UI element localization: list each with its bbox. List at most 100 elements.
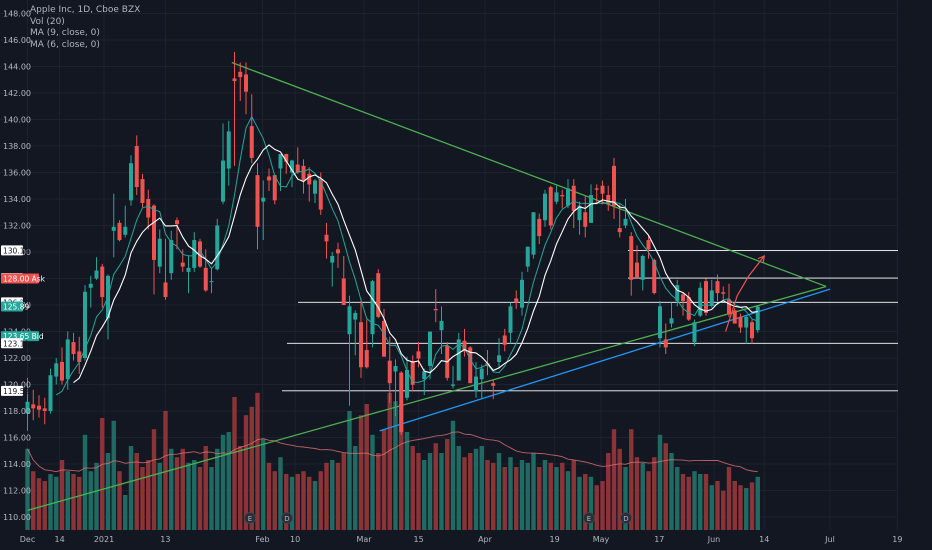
volume-bar: [59, 460, 65, 530]
volume-bar: [255, 392, 260, 530]
volume-bar: [151, 429, 157, 530]
x-tick-label: Jul: [824, 535, 835, 544]
volume-bar: [663, 443, 668, 530]
y-tick-label: 142.00: [3, 89, 31, 98]
candle-body: [232, 78, 237, 82]
candle-body: [65, 339, 70, 380]
volume-bar: [703, 474, 709, 530]
volume-bar: [54, 476, 59, 530]
candle-body: [387, 360, 392, 384]
time-axis[interactable]: Dec 14 2021 13 Feb 10 Mar 15 Apr 19 May 17 Jun 14 Jul 1…: [0, 530, 932, 550]
trendline-support[interactable]: [379, 288, 831, 432]
volume-bar: [157, 462, 162, 530]
volume-bar: [82, 434, 88, 530]
volume-bar: [640, 462, 645, 530]
candle-body: [393, 365, 398, 372]
x-tick-label: 17: [654, 535, 664, 544]
volume-bar: [502, 467, 507, 530]
legend-volume[interactable]: Vol (20): [30, 16, 65, 27]
candle-body: [249, 126, 254, 158]
candle-body: [290, 160, 294, 173]
volume-bar: [238, 446, 243, 530]
volume-bar: [410, 446, 415, 530]
ma9-line: [73, 144, 758, 384]
candle-body: [543, 193, 547, 221]
legend-ma9[interactable]: MA (9, close, 0): [30, 28, 100, 38]
moving-averages: [55, 115, 758, 396]
volume-bar: [312, 481, 318, 530]
volume-bar: [479, 446, 484, 530]
candle-body: [721, 292, 726, 294]
candle-body: [451, 384, 455, 386]
volume-bar: [123, 495, 128, 530]
event-marker-label: E: [248, 515, 252, 523]
candle-body: [31, 404, 36, 409]
volume-bar: [134, 453, 139, 530]
projection-arrowhead[interactable]: [757, 254, 766, 263]
candle-body: [272, 175, 277, 201]
candle-body: [226, 131, 231, 169]
event-marker[interactable]: [620, 512, 632, 524]
price-tag: [1, 301, 23, 312]
x-tick-label: 14: [759, 535, 769, 544]
y-tick-label: 118.00: [3, 407, 31, 416]
volume-bar: [646, 471, 651, 530]
volume-bar: [272, 471, 277, 530]
candle-body: [198, 241, 202, 267]
projection-arrow[interactable]: [725, 254, 766, 332]
candle-body: [399, 372, 404, 433]
candle-body: [163, 282, 168, 298]
candle-body: [318, 179, 323, 210]
legend-ma6[interactable]: MA (6, close, 0): [30, 39, 100, 50]
volume-bar: [439, 453, 444, 530]
volume-bar: [583, 474, 588, 530]
volume-bar: [560, 462, 565, 530]
candle-body: [663, 339, 668, 348]
candle-body: [221, 160, 225, 202]
candle-body: [715, 281, 720, 294]
legend-title[interactable]: Apple Inc, 1D, Cboe BZX: [30, 5, 141, 15]
candle-body: [704, 281, 708, 313]
candle-body: [433, 308, 438, 311]
event-marker[interactable]: [281, 512, 293, 524]
x-tick-label: 19: [550, 535, 560, 544]
y-tick-label: 134.00: [3, 195, 31, 204]
volume-bar: [617, 448, 622, 530]
candle-body: [755, 306, 760, 331]
volume-bar: [180, 448, 185, 530]
volume-bar: [600, 481, 605, 530]
x-tick-label: 14: [54, 535, 64, 544]
candle-body: [629, 236, 634, 280]
candle-body: [359, 322, 363, 368]
event-marker[interactable]: [244, 512, 256, 524]
ma6-line: [55, 115, 758, 396]
volume-bar: [25, 448, 30, 530]
y-tick-label: 140.00: [3, 116, 31, 125]
projection-path[interactable]: [725, 255, 765, 332]
x-tick-label: 13: [160, 535, 170, 544]
volume-bar: [215, 448, 220, 530]
trendline-descending[interactable]: [231, 61, 827, 288]
volume-bar: [266, 462, 272, 530]
candle-body: [681, 294, 685, 302]
candle-body: [508, 306, 513, 333]
candle-body: [60, 361, 64, 381]
candle-body: [732, 310, 737, 324]
volume-bar: [709, 485, 714, 530]
candle-body: [209, 281, 214, 283]
horizontal-levels[interactable]: [282, 249, 898, 392]
volume-bar: [623, 467, 628, 530]
volume-bar: [140, 467, 145, 530]
y-tick-label: 112.00: [3, 487, 31, 496]
candle-body: [180, 262, 185, 267]
candle-body: [617, 228, 622, 233]
candle-body: [123, 226, 128, 235]
event-marker-label: E: [587, 515, 591, 523]
volume-bar: [192, 460, 197, 530]
price-tag: [1, 245, 23, 256]
event-marker[interactable]: [583, 512, 595, 524]
volume-bar: [594, 485, 599, 530]
candle-body: [577, 205, 582, 221]
